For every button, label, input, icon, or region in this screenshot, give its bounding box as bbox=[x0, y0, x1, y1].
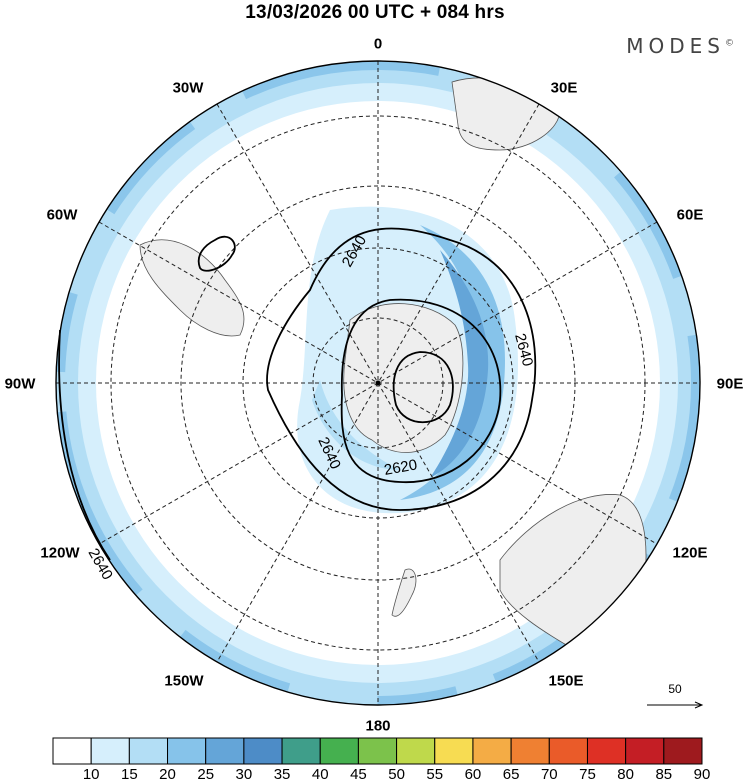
antarctica-land bbox=[343, 303, 464, 453]
colorbar-tick-label: 85 bbox=[655, 766, 673, 783]
colorbar bbox=[52, 737, 703, 765]
colorbar-tick-label: 15 bbox=[121, 766, 138, 783]
vector-reference-arrow bbox=[647, 701, 704, 709]
colorbar-box bbox=[625, 737, 665, 765]
colorbar-box bbox=[434, 737, 474, 765]
lon-label-150w: 150W bbox=[164, 672, 204, 690]
contour-2620-outer bbox=[340, 298, 502, 483]
colorbar-box bbox=[205, 737, 245, 765]
colorbar-box bbox=[586, 737, 627, 765]
colorbar-tick-label: 75 bbox=[579, 766, 596, 783]
brand-logo: MODES© bbox=[626, 34, 734, 58]
lon-label-0: 0 bbox=[373, 35, 383, 53]
colorbar-box bbox=[167, 737, 207, 765]
new-zealand-land bbox=[391, 568, 417, 617]
lon-label-120w: 120W bbox=[40, 544, 80, 562]
contour-closed-60w bbox=[197, 235, 236, 272]
colorbar-box bbox=[357, 737, 398, 765]
lon-label-60w: 60W bbox=[46, 206, 78, 224]
colorbar-tick-label: 70 bbox=[540, 766, 558, 783]
colorbar-tick-label: 65 bbox=[502, 766, 520, 783]
colorbar-tick-label: 80 bbox=[617, 766, 634, 783]
lon-label-30e: 30E bbox=[550, 79, 578, 97]
colorbar-tick-label: 60 bbox=[464, 766, 482, 783]
colorbar-box bbox=[281, 737, 321, 765]
colorbar-tick-label: 45 bbox=[350, 766, 367, 783]
vector-reference: 50 bbox=[645, 682, 705, 712]
colorbar-box bbox=[128, 737, 169, 765]
colorbar-box bbox=[243, 737, 283, 765]
colorbar-tick-label: 90 bbox=[693, 766, 711, 783]
colorbar-box bbox=[396, 737, 436, 765]
colorbar-box bbox=[319, 737, 359, 765]
contour-2640-outer bbox=[58, 329, 111, 561]
colorbar-tick-label: 20 bbox=[159, 766, 176, 783]
colorbar-tick-label: 55 bbox=[426, 766, 444, 783]
colorbar-tick-label: 35 bbox=[273, 766, 291, 783]
colorbar-box bbox=[510, 737, 550, 765]
colorbar-tick-label: 25 bbox=[197, 766, 215, 783]
contour-2620-inner bbox=[392, 351, 454, 424]
contours bbox=[58, 227, 537, 561]
contour-label: 2620 bbox=[383, 456, 419, 479]
colorbar-box bbox=[90, 737, 130, 765]
lon-label-60e: 60E bbox=[676, 206, 704, 224]
colorbar-tick-label: 40 bbox=[311, 766, 329, 783]
lon-label-150e: 150E bbox=[548, 672, 584, 690]
south-america-land bbox=[139, 239, 245, 337]
brand-name: MODES bbox=[626, 34, 725, 58]
pole-marker bbox=[375, 380, 381, 386]
colorbar-box bbox=[472, 737, 512, 765]
colorbar-tick-label: 10 bbox=[82, 766, 100, 783]
lon-label-180: 180 bbox=[365, 717, 391, 735]
lon-label-90w: 90W bbox=[4, 375, 36, 393]
vector-reference-label: 50 bbox=[668, 682, 682, 696]
contour-2640-inner bbox=[266, 227, 537, 511]
colorbar-box bbox=[52, 737, 92, 765]
lon-label-120e: 120E bbox=[672, 544, 708, 562]
colorbar-tick-label: 50 bbox=[388, 766, 405, 783]
brand-mark: © bbox=[725, 38, 734, 49]
map-border bbox=[55, 60, 701, 706]
colorbar-tick-label: 30 bbox=[235, 766, 253, 783]
lon-label-90e: 90E bbox=[716, 375, 744, 393]
lon-label-30w: 30W bbox=[172, 79, 204, 97]
colorbar-box bbox=[548, 737, 588, 765]
colorbar-box bbox=[663, 737, 703, 765]
map-title: 13/03/2026 00 UTC + 084 hrs bbox=[245, 2, 505, 23]
